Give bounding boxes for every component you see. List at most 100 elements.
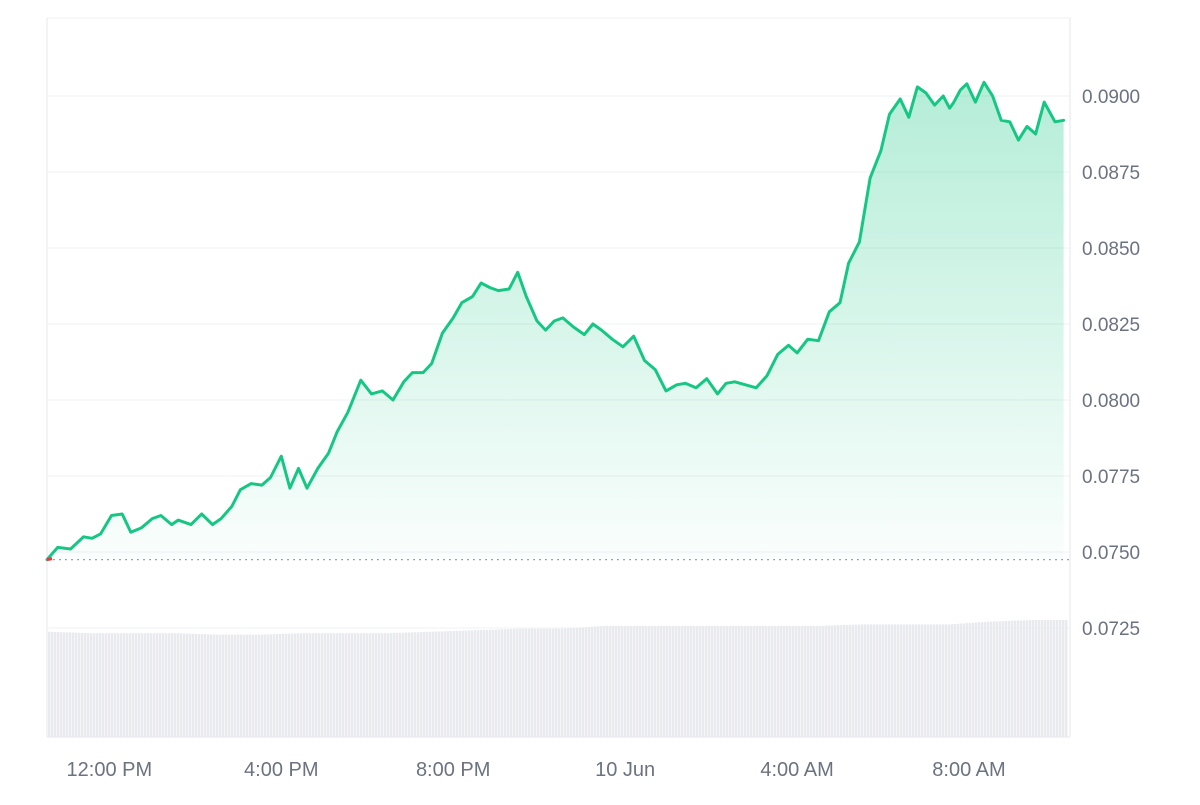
volume-bar [900, 624, 902, 737]
volume-bar [162, 633, 164, 737]
volume-bar [600, 626, 602, 737]
volume-bar [1002, 621, 1004, 737]
volume-bar [1020, 620, 1022, 737]
volume-bar [594, 627, 596, 737]
volume-bar [102, 633, 104, 737]
y-tick-label: 0.0825 [1082, 315, 1140, 336]
y-tick-label: 0.0875 [1082, 163, 1140, 184]
volume-bar [192, 634, 194, 737]
volume-bar [699, 626, 701, 737]
volume-bar [864, 624, 866, 737]
volume-bar [321, 633, 323, 737]
volume-bar [129, 633, 131, 737]
volume-bar [555, 629, 557, 737]
volume-bar [243, 635, 245, 737]
volume-bar [975, 623, 977, 737]
volume-bar [1017, 621, 1019, 737]
volume-bar [387, 633, 389, 737]
volume-bar [219, 635, 221, 737]
volume-bar [927, 624, 929, 737]
volume-bar [282, 634, 284, 737]
volume-bar [369, 633, 371, 737]
volume-bar [330, 633, 332, 737]
volume-bar [753, 626, 755, 737]
volume-bar [705, 626, 707, 737]
volume-bar [525, 629, 527, 737]
volume-bar [270, 634, 272, 737]
volume-bar [1026, 620, 1028, 737]
volume-bar [798, 626, 800, 737]
volume-bar [765, 626, 767, 737]
volume-bar [840, 625, 842, 737]
volume-bar [750, 626, 752, 737]
volume-bar [804, 626, 806, 737]
volume-bar [1014, 621, 1016, 737]
volume-bar [396, 633, 398, 737]
volume-bar [294, 633, 296, 737]
volume-bar [663, 626, 665, 737]
volume-bar [789, 626, 791, 737]
volume-bar [582, 627, 584, 737]
volume-bar [660, 626, 662, 737]
volume-bar [276, 634, 278, 737]
volume-bar [399, 633, 401, 737]
volume-bar [585, 627, 587, 737]
volume-bar [285, 634, 287, 737]
volume-bar [684, 626, 686, 737]
volume-bar [573, 628, 575, 737]
volume-bar [366, 633, 368, 737]
volume-bar [921, 624, 923, 737]
volume-bar [207, 634, 209, 737]
volume-bar [87, 633, 89, 737]
volume-bar [1038, 620, 1040, 737]
volume-bar [969, 623, 971, 737]
volume-bar [81, 633, 83, 737]
volume-bar [1044, 620, 1046, 737]
volume-bar [624, 626, 626, 737]
volume-bar [702, 626, 704, 737]
volume-bar [570, 628, 572, 737]
volume-bar [417, 632, 419, 737]
volume-bar [1056, 620, 1058, 737]
volume-bar [57, 632, 59, 737]
volume-bar [588, 627, 590, 737]
volume-bar [861, 624, 863, 737]
volume-bar [813, 626, 815, 737]
volume-bar [120, 633, 122, 737]
volume-bar [474, 630, 476, 737]
volume-bar [291, 634, 293, 737]
volume-bar [978, 622, 980, 737]
volume-bar [477, 630, 479, 737]
volume-bar [612, 626, 614, 737]
volume-bar [993, 621, 995, 737]
volume-bar [459, 631, 461, 737]
volume-bar [549, 629, 551, 737]
volume-bar [843, 625, 845, 737]
volume-bar [837, 625, 839, 737]
volume-bar [999, 621, 1001, 737]
volume-bar [165, 633, 167, 737]
volume-bar [540, 629, 542, 737]
volume-bar [435, 632, 437, 737]
volume-bar [501, 629, 503, 737]
volume-bar [495, 630, 497, 737]
volume-bar [315, 633, 317, 737]
volume-bar [819, 626, 821, 737]
y-tick-label: 0.0800 [1082, 391, 1140, 412]
volume-bar [1023, 620, 1025, 737]
volume-bar [981, 622, 983, 737]
volume-bar [567, 628, 569, 737]
volume-bar [939, 624, 941, 737]
y-axis: 0.09000.08750.08500.08250.08000.07750.07… [1082, 87, 1140, 640]
volume-bar [141, 633, 143, 737]
volume-bar [834, 625, 836, 737]
volume-bar [93, 633, 95, 737]
volume-bar [339, 633, 341, 737]
volume-bar [444, 631, 446, 737]
volume-bar [1008, 621, 1010, 737]
volume-bar [69, 632, 71, 737]
volume-bar [303, 633, 305, 737]
volume-bar [132, 633, 134, 737]
